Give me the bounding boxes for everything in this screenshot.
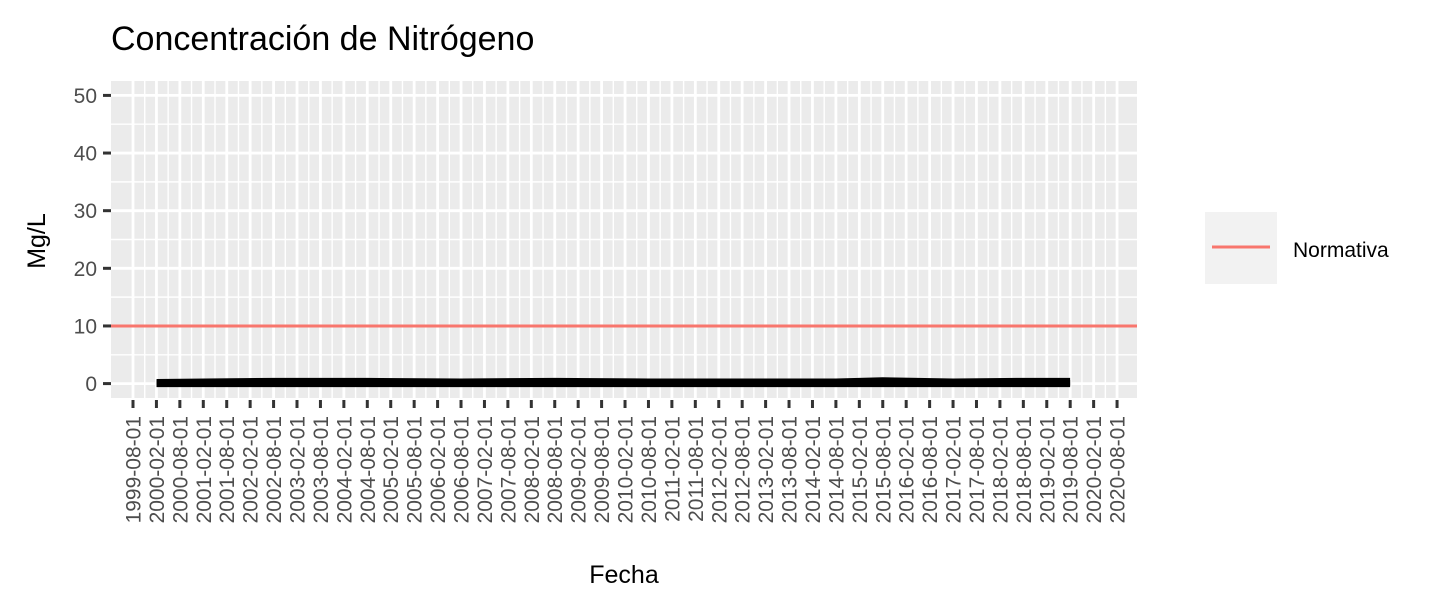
y-tick-label: 0 bbox=[85, 373, 97, 396]
y-tick-label: 20 bbox=[74, 258, 97, 281]
x-tick-label: 2003-02-01 bbox=[287, 416, 310, 523]
x-tick-label: 2002-02-01 bbox=[240, 416, 263, 523]
x-tick-label: 2019-02-01 bbox=[1036, 416, 1059, 523]
y-tick-label: 10 bbox=[74, 315, 97, 338]
x-axis: 1999-08-01 2000-02-01 2000-08-01 2001-02-01… bbox=[123, 400, 1130, 523]
x-tick-label: 2005-08-01 bbox=[404, 416, 427, 523]
x-tick-label: 2016-02-01 bbox=[896, 416, 919, 523]
x-tick-label: 2002-08-01 bbox=[263, 416, 286, 523]
x-tick-label: 2001-08-01 bbox=[216, 416, 239, 523]
x-tick-label: 2019-08-01 bbox=[1060, 416, 1083, 523]
x-tick-label: 2016-08-01 bbox=[919, 416, 942, 523]
x-tick-label: 2005-02-01 bbox=[380, 416, 403, 523]
x-tick-label: 2013-08-01 bbox=[779, 416, 802, 523]
x-tick-label: 2006-02-01 bbox=[427, 416, 450, 523]
y-axis: 0 10 20 30 40 50 bbox=[74, 85, 111, 396]
x-tick-label: 2001-02-01 bbox=[193, 416, 216, 523]
y-tick-label: 50 bbox=[74, 85, 97, 108]
x-tick-label: 2014-08-01 bbox=[825, 416, 848, 523]
x-tick-label: 2012-08-01 bbox=[732, 416, 755, 523]
x-tick-label: 2015-08-01 bbox=[872, 416, 895, 523]
x-tick-label: 2000-02-01 bbox=[146, 416, 169, 523]
x-tick-label: 2008-08-01 bbox=[544, 416, 567, 523]
x-tick-label: 2003-08-01 bbox=[310, 416, 333, 523]
x-tick-label: 2020-08-01 bbox=[1107, 416, 1130, 523]
x-tick-label: 2006-08-01 bbox=[451, 416, 474, 523]
x-tick-label: 2009-02-01 bbox=[568, 416, 591, 523]
x-tick-label: 2010-08-01 bbox=[638, 416, 661, 523]
gridlines bbox=[111, 81, 1137, 398]
x-tick-label: 2011-08-01 bbox=[685, 416, 708, 522]
data-series bbox=[111, 324, 1137, 388]
x-tick-label: 2004-02-01 bbox=[333, 416, 356, 523]
x-tick-label: 2020-02-01 bbox=[1083, 416, 1106, 523]
x-tick-label: 2007-08-01 bbox=[497, 416, 520, 523]
x-tick-label: 2004-08-01 bbox=[357, 416, 380, 523]
y-tick-label: 40 bbox=[74, 143, 97, 166]
x-tick-label: 2011-02-01 bbox=[661, 416, 684, 522]
chart-title: Concentración de Nitrógeno bbox=[111, 20, 534, 58]
x-tick-label: 2015-02-01 bbox=[849, 416, 872, 523]
x-tick-label: 1999-08-01 bbox=[123, 416, 146, 523]
x-tick-label: 2018-02-01 bbox=[989, 416, 1012, 523]
y-axis-title: Mg/L bbox=[23, 213, 51, 269]
x-tick-label: 2000-08-01 bbox=[169, 416, 192, 523]
legend-label-normativa: Normativa bbox=[1293, 239, 1389, 262]
x-tick-label: 2010-02-01 bbox=[615, 416, 638, 523]
x-tick-label: 2007-02-01 bbox=[474, 416, 497, 523]
x-tick-label: 2018-08-01 bbox=[1013, 416, 1036, 523]
x-tick-label: 2017-08-01 bbox=[966, 416, 989, 523]
x-tick-label: 2012-02-01 bbox=[708, 416, 731, 523]
x-tick-label: 2014-02-01 bbox=[802, 416, 825, 523]
x-tick-label: 2013-02-01 bbox=[755, 416, 778, 523]
x-axis-title: Fecha bbox=[589, 561, 659, 589]
x-tick-label: 2009-08-01 bbox=[591, 416, 614, 523]
y-tick-label: 30 bbox=[74, 200, 97, 223]
legend: Normativa bbox=[1205, 212, 1389, 284]
x-tick-label: 2008-02-01 bbox=[521, 416, 544, 523]
x-tick-label: 2017-02-01 bbox=[943, 416, 966, 523]
